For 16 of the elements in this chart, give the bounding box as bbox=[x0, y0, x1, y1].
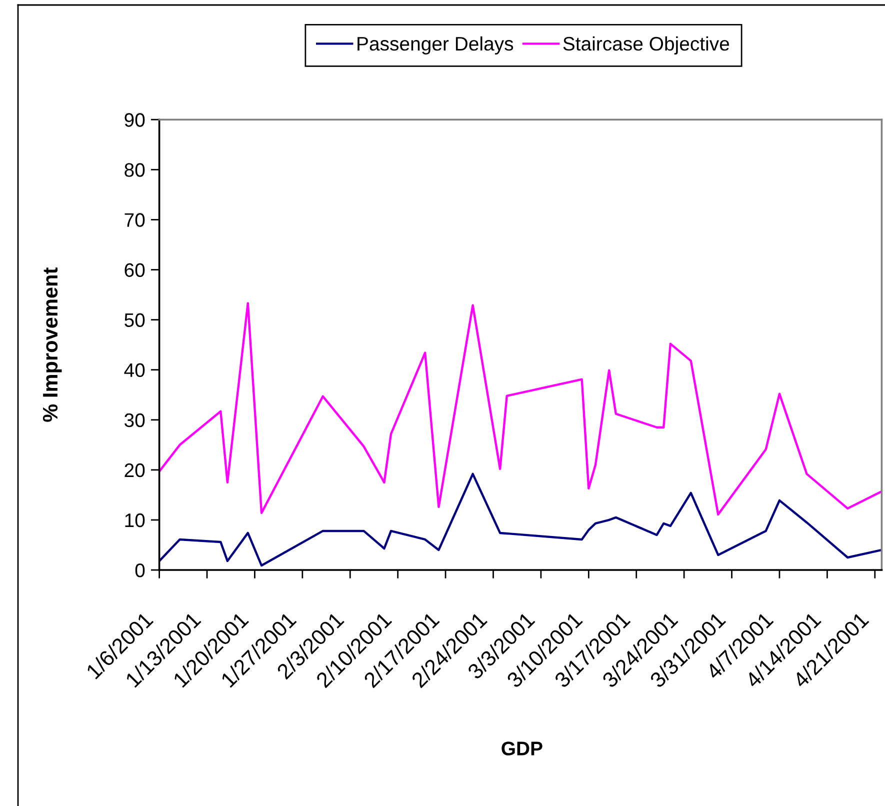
y-tick-label: 30 bbox=[124, 413, 145, 428]
legend-label: Passenger Delays bbox=[358, 36, 514, 55]
legend-label: Staircase Objective bbox=[563, 36, 730, 55]
y-axis-title: % Improvement bbox=[42, 267, 62, 422]
y-tick-label: 50 bbox=[124, 313, 145, 328]
y-tick-label: 70 bbox=[124, 213, 145, 227]
line-series bbox=[159, 472, 882, 567]
y-tick-label: 90 bbox=[124, 113, 145, 127]
y-tick-label: 10 bbox=[125, 513, 145, 528]
line-series bbox=[159, 302, 882, 516]
x-axis-title: GDP bbox=[502, 742, 542, 756]
y-tick-label: 60 bbox=[124, 263, 145, 277]
y-tick-label: 40 bbox=[124, 363, 145, 378]
y-tick-label: 80 bbox=[124, 163, 145, 177]
y-tick-label: 20 bbox=[124, 463, 145, 478]
y-tick-label: 0 bbox=[135, 563, 145, 578]
